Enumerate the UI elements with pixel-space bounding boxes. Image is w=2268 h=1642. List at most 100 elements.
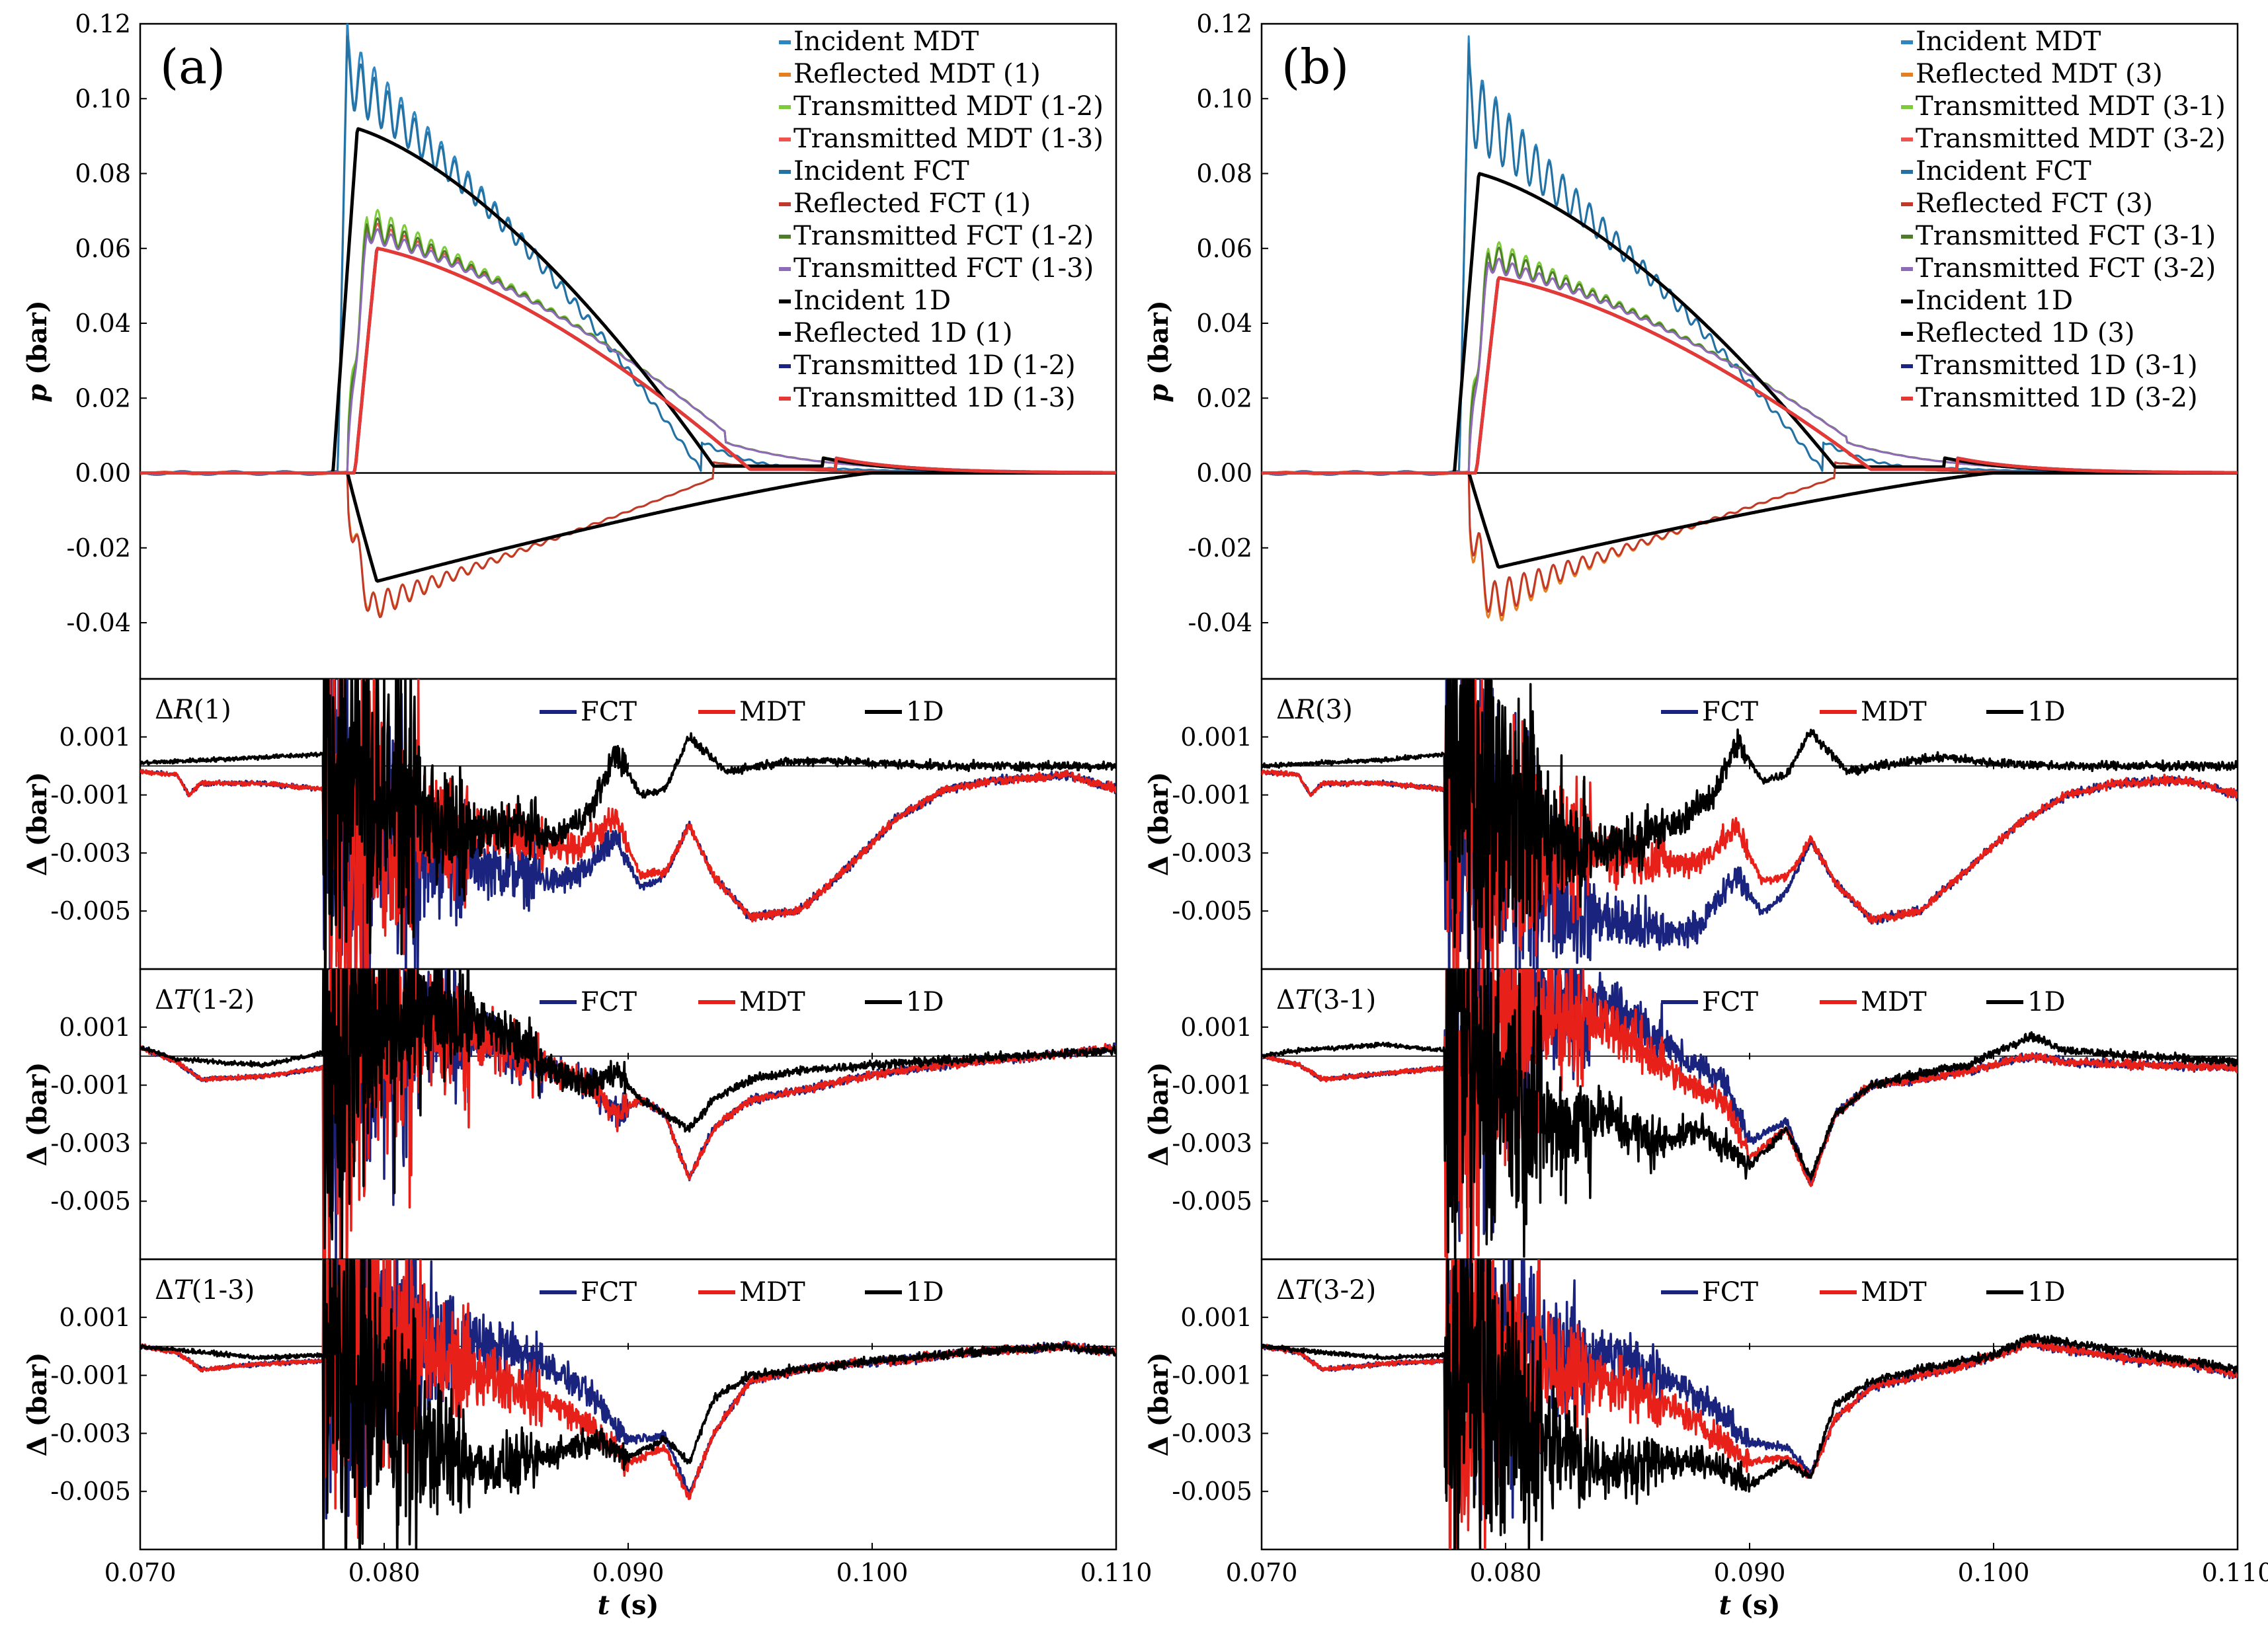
y-tick-label: -0.003 (1172, 1128, 1252, 1157)
legend-entry: Transmitted FCT (3-2) (1916, 253, 2216, 284)
y-axis-label: Δ (bar) (1143, 772, 1174, 877)
series-line (140, 461, 1116, 618)
subplot-label: ΔT(3-1) (1276, 985, 1376, 1015)
x-tick-label: 0.070 (104, 1558, 177, 1587)
y-tick-label: -0.02 (67, 533, 131, 563)
y-tick-label: -0.001 (1172, 1361, 1252, 1390)
legend-entry: Transmitted 1D (3-2) (1916, 383, 2198, 413)
series-line (1262, 969, 2238, 1259)
series-line (1262, 461, 2238, 621)
legend-entry: Transmitted MDT (1-3) (793, 124, 1104, 154)
legend-entry: 1D (906, 1277, 944, 1308)
series-line (1262, 679, 2238, 969)
series-line (1262, 1259, 2238, 1549)
x-axis-label: t (s) (1719, 1590, 1781, 1621)
legend-entry: Reflected 1D (1) (793, 318, 1013, 348)
y-tick-label: -0.001 (50, 1071, 131, 1100)
y-tick-label: -0.005 (50, 1187, 131, 1216)
y-tick-label: -0.003 (50, 1419, 131, 1448)
series-line (140, 461, 1116, 616)
y-tick-label: 0.04 (1196, 309, 1252, 338)
legend-entry: FCT (1702, 1277, 1758, 1308)
y-tick-label: 0.001 (1180, 1013, 1252, 1042)
legend-entry: Transmitted 1D (1-2) (793, 350, 1076, 381)
y-tick-label: 0.00 (1196, 459, 1252, 488)
series-line (140, 679, 1116, 969)
legend-entry: Transmitted FCT (3-1) (1916, 221, 2216, 251)
legend-entry: Incident MDT (793, 26, 979, 57)
y-tick-label: 0.04 (75, 309, 131, 338)
y-tick-label: 0.001 (59, 1303, 131, 1332)
y-tick-label: -0.005 (1172, 1477, 1252, 1506)
legend-entry: Incident 1D (793, 286, 951, 316)
y-tick-label: 0.10 (75, 84, 131, 113)
series-line (140, 471, 1116, 583)
y-tick-label: 0.001 (1180, 1303, 1252, 1332)
legend-entry: MDT (739, 987, 805, 1017)
series-line (1262, 1259, 2238, 1549)
subplot-0-0: 0.12 0.10 0.08 0.06 0.04 0.02 0.00 -0.02 -0.04 p … (22, 9, 1117, 680)
series-line (140, 127, 1116, 475)
y-axis-label: Δ (bar) (22, 1352, 53, 1457)
series-line (1262, 679, 2238, 969)
series-line (140, 679, 1116, 969)
x-tick-label: 0.080 (1470, 1558, 1542, 1587)
subplot-label: ΔR(1) (155, 695, 231, 725)
legend-entry: MDT (739, 1277, 805, 1308)
legend-entry: Incident 1D (1916, 286, 2073, 316)
y-tick-label: 0.08 (75, 159, 131, 188)
y-tick-label: 0.02 (75, 383, 131, 412)
y-tick-label: 0.00 (75, 459, 131, 488)
series-line (140, 969, 1116, 1259)
subplot-1-3: 0.001 -0.001 -0.003 -0.005 Δ (bar) ΔT(3-2) FCT… (1143, 1258, 2268, 1621)
subplot-0-3: 0.001 -0.001 -0.003 -0.005 Δ (bar) ΔT(1-3) FCT… (22, 1258, 1152, 1621)
y-tick-label: -0.001 (50, 781, 131, 810)
legend-entry: Transmitted MDT (3-2) (1916, 124, 2226, 154)
y-tick-label: -0.005 (50, 1477, 131, 1506)
legend-entry: FCT (1702, 987, 1758, 1017)
legend-entry: 1D (906, 697, 944, 727)
legend-entry: Transmitted MDT (1-2) (793, 91, 1104, 122)
series-line (140, 969, 1116, 1259)
legend-entry: Reflected MDT (3) (1916, 59, 2163, 89)
legend-entry: Incident MDT (1916, 26, 2101, 57)
y-tick-label: -0.003 (1172, 1419, 1252, 1448)
y-axis-label: Δ (bar) (22, 772, 53, 877)
legend-entry: 1D (2027, 1277, 2066, 1308)
legend-entry: MDT (1861, 697, 1927, 727)
y-tick-label: -0.005 (50, 896, 131, 925)
y-tick-label: 0.12 (75, 9, 131, 38)
x-tick-label: 0.090 (592, 1558, 665, 1587)
series-line (1262, 969, 2238, 1259)
legend-entry: Transmitted MDT (3-1) (1916, 91, 2226, 122)
series-line (1262, 471, 2238, 569)
y-axis-label: Δ (bar) (1143, 1352, 1174, 1457)
series-line (140, 679, 1116, 969)
y-tick-label: -0.04 (1188, 608, 1252, 637)
legend-entry: MDT (1861, 1277, 1927, 1308)
subplot-1-1: 0.001 -0.001 -0.003 -0.005 Δ (bar) ΔR(3) FCT MD… (1143, 678, 2239, 970)
y-tick-label: 0.08 (1196, 159, 1252, 188)
y-axis-label: Δ (bar) (22, 1062, 53, 1167)
y-tick-label: -0.001 (1172, 1071, 1252, 1100)
series-line (1262, 461, 2238, 617)
y-tick-label: -0.02 (1188, 533, 1252, 563)
y-tick-label: -0.003 (50, 1128, 131, 1157)
series-line (1262, 679, 2238, 969)
legend-entry: Incident FCT (793, 156, 969, 186)
subplot-label: ΔT(1-3) (155, 1275, 255, 1306)
legend-entry: MDT (739, 697, 805, 727)
y-tick-label: 0.001 (1180, 723, 1252, 752)
x-tick-label: 0.100 (836, 1558, 909, 1587)
subplot-label: ΔT(3-2) (1276, 1275, 1376, 1306)
legend-entry: Incident FCT (1916, 156, 2091, 186)
y-tick-label: 0.02 (1196, 383, 1252, 412)
legend-entry: Transmitted 1D (1-3) (793, 383, 1076, 413)
legend-entry: FCT (581, 697, 637, 727)
legend-entry: Transmitted FCT (1-2) (793, 221, 1094, 251)
series-line (140, 1259, 1116, 1540)
y-tick-label: -0.005 (1172, 1187, 1252, 1216)
y-tick-label: 0.06 (75, 234, 131, 263)
subplot-1-0: 0.12 0.10 0.08 0.06 0.04 0.02 0.00 -0.02 -0.04 p … (1143, 9, 2239, 680)
